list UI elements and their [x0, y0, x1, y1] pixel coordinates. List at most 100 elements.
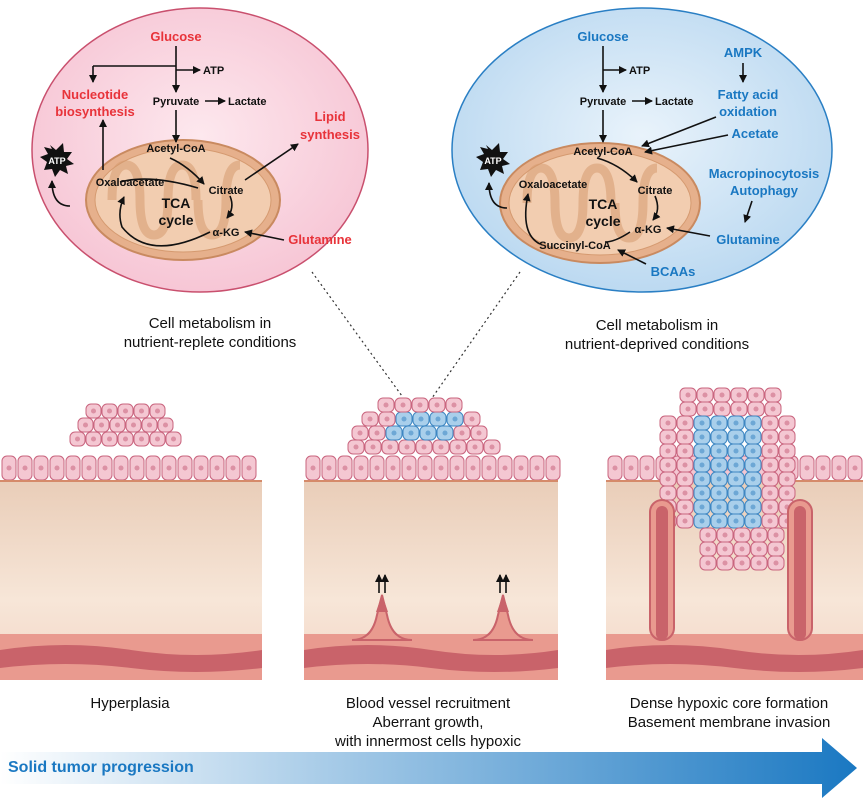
tissue-cell [402, 425, 420, 441]
tissue-cell [744, 457, 762, 473]
tissue-cell [744, 415, 762, 431]
tissue-cell [659, 471, 677, 487]
stage-3-caption: Dense hypoxic core formation Basement me… [598, 694, 860, 732]
tissue-cell [429, 411, 447, 427]
tissue-cell [744, 499, 762, 515]
tissue-cell [125, 417, 142, 433]
tissue-cell [337, 455, 353, 481]
tissue-panel-2 [304, 455, 561, 680]
tissue-cell [710, 485, 728, 501]
tissue-cell [385, 455, 401, 481]
right-fattyacid-label-1: Fatty acid [718, 87, 779, 102]
right-succinylcoa-label: Succinyl-CoA [539, 240, 611, 252]
tissue-cell [165, 431, 182, 447]
stage-2-caption-line-2: Aberrant growth, [372, 714, 484, 731]
tissue-cell [727, 415, 745, 431]
tissue-cell [433, 455, 449, 481]
tissue-cell [529, 455, 545, 481]
tissue-cell [497, 455, 513, 481]
left-oxaloacetate-label: Oxaloacetate [96, 177, 164, 189]
tissue-cell [727, 443, 745, 459]
tissue-cell [693, 457, 711, 473]
vessel-sprout [472, 574, 534, 641]
tissue-cell [449, 455, 465, 481]
tissue-cell [381, 439, 399, 455]
stage-1-caption: Hyperplasia [30, 694, 230, 713]
zoom-connector-lines [311, 271, 521, 399]
tissue-cell [778, 471, 796, 487]
tissue-cell [710, 429, 728, 445]
tissue-cell [744, 513, 762, 529]
right-cell-caption: Cell metabolism in nutrient-deprived con… [542, 316, 772, 354]
tissue-cell [727, 485, 745, 501]
tissue-cell [394, 397, 412, 413]
right-citrate-label: Citrate [638, 185, 673, 197]
tissue-cell [321, 455, 337, 481]
left-lactate-label: Lactate [228, 96, 267, 108]
tissue-cell [97, 455, 113, 481]
right-akg-label: α-KG [635, 224, 662, 236]
tissue-cell [623, 455, 639, 481]
tissue-cell [761, 429, 779, 445]
left-cell-caption-line-1: Cell metabolism in [148, 315, 272, 332]
tissue-cell [465, 455, 481, 481]
right-glucose-label: Glucose [577, 29, 628, 44]
tissue-cell [145, 455, 161, 481]
right-macro-label-2: Autophagy [730, 183, 799, 198]
tissue-panel-1 [0, 455, 262, 680]
tissue-cell [744, 443, 762, 459]
tissue-cell [411, 397, 429, 413]
tissue-cell [733, 541, 751, 557]
tissue-cell [710, 457, 728, 473]
tissue-cell [446, 411, 464, 427]
tissue-cell [693, 471, 711, 487]
tissue-cell [395, 411, 413, 427]
tissue-cell [385, 425, 403, 441]
tissue-cell [710, 443, 728, 459]
tissue-cell [679, 401, 697, 417]
progression-label: Solid tumor progression [8, 759, 194, 776]
right-bcaas-label: BCAAs [651, 264, 696, 279]
tissue-cell [85, 403, 102, 419]
tissue-cell [676, 443, 694, 459]
tissue-cell [713, 401, 731, 417]
tissue-cell [767, 555, 785, 571]
tissue-cell [241, 455, 257, 481]
tissue-cell [716, 527, 734, 543]
tissue-cell [747, 401, 765, 417]
tissue-cell [676, 513, 694, 529]
tissue-cell [799, 455, 815, 481]
tissue-cell [710, 513, 728, 529]
left-tca-label-2: cycle [158, 212, 193, 228]
tissue-cell [412, 411, 430, 427]
tissue-cell [545, 455, 561, 481]
growth-arrows-icon [375, 574, 389, 593]
tissue-cell [463, 411, 481, 427]
tissue-cell [117, 431, 134, 447]
tissue-cell [419, 425, 437, 441]
blood-vessel-1 [0, 634, 262, 680]
right-cell-caption-line-2: nutrient-deprived conditions [564, 336, 750, 353]
tissue-cell [693, 429, 711, 445]
left-lipid-label-1: Lipid [314, 109, 345, 124]
stage-2-caption-line-1: Blood vessel recruitment [345, 695, 511, 712]
tissue-cell [693, 485, 711, 501]
left-atp-burst-label: ATP [48, 156, 65, 166]
tissue-cell [639, 455, 655, 481]
tissue-cell [727, 429, 745, 445]
tissue-cell [49, 455, 65, 481]
tissue-cell [161, 455, 177, 481]
tissue-cell [417, 455, 433, 481]
tissue-cell [129, 455, 145, 481]
tissue-cell [209, 455, 225, 481]
tissue-cell [710, 415, 728, 431]
tissue-cell [377, 397, 395, 413]
tissue-cell [761, 471, 779, 487]
left-cell: Glucose ATP Pyruvate Lactate Nucleotide … [31, 7, 369, 293]
tissue-cell [761, 513, 779, 529]
tissue-cell [699, 555, 717, 571]
tissue-cell [767, 527, 785, 543]
right-tca-label-2: cycle [585, 213, 620, 229]
tissue-cell [470, 425, 488, 441]
